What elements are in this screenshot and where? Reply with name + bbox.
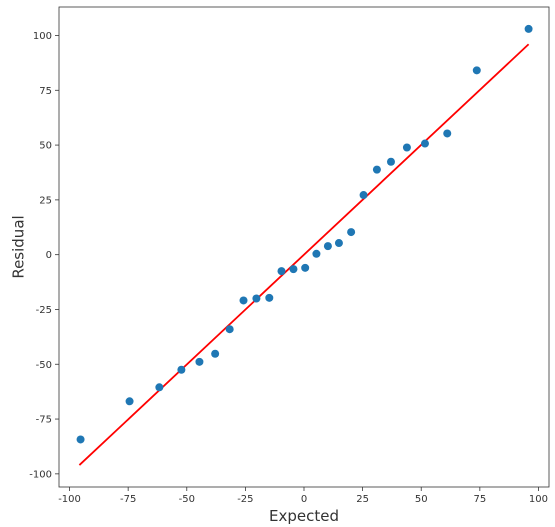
y-tick-label: 100 xyxy=(33,31,52,42)
x-tick-label: -75 xyxy=(120,494,136,505)
x-tick-label: 0 xyxy=(301,494,307,505)
data-point xyxy=(265,293,274,302)
y-tick-label: 50 xyxy=(39,141,52,152)
data-point xyxy=(225,325,234,334)
x-tick-label: -25 xyxy=(237,494,253,505)
data-point xyxy=(420,139,429,148)
y-tick-label: -100 xyxy=(29,469,52,480)
data-point xyxy=(195,357,204,366)
data-point xyxy=(301,263,310,272)
data-point xyxy=(312,249,321,258)
chart-ticks: -100 -75 -50 -25 0 25 50 75 100 -100 -75 -50 -25 0 25 5… xyxy=(29,31,548,505)
data-point xyxy=(252,294,261,303)
x-tick-label: 25 xyxy=(356,494,369,505)
y-tick-label: 0 xyxy=(46,250,52,261)
x-tick-label: 75 xyxy=(473,494,486,505)
data-point xyxy=(443,129,452,138)
x-tick-label: -50 xyxy=(179,494,195,505)
data-point xyxy=(323,242,332,251)
data-point xyxy=(359,191,368,200)
data-point xyxy=(239,296,248,305)
y-tick-label: 25 xyxy=(39,195,52,206)
data-point xyxy=(155,383,164,392)
data-point xyxy=(334,239,343,248)
data-point xyxy=(402,143,411,152)
data-point xyxy=(76,435,85,444)
y-tick-label: -50 xyxy=(36,360,52,371)
data-point xyxy=(125,397,134,406)
data-point xyxy=(347,228,356,237)
chart-marks xyxy=(76,24,533,466)
data-point xyxy=(211,349,220,358)
data-point xyxy=(524,24,533,33)
x-tick-label: 100 xyxy=(529,494,548,505)
data-point xyxy=(386,157,395,166)
y-axis-label: Residual xyxy=(9,215,27,278)
data-point xyxy=(277,267,286,276)
y-tick-label: 75 xyxy=(39,86,52,97)
x-tick-label: -100 xyxy=(58,494,81,505)
y-tick-label: -75 xyxy=(36,415,52,426)
fit-line xyxy=(78,43,530,466)
x-axis-label: Expected xyxy=(269,507,339,525)
data-point xyxy=(177,365,186,374)
data-point xyxy=(289,265,298,274)
data-point xyxy=(472,66,481,75)
data-point xyxy=(372,165,381,174)
x-tick-label: 50 xyxy=(415,494,428,505)
y-tick-label: -25 xyxy=(36,305,52,316)
